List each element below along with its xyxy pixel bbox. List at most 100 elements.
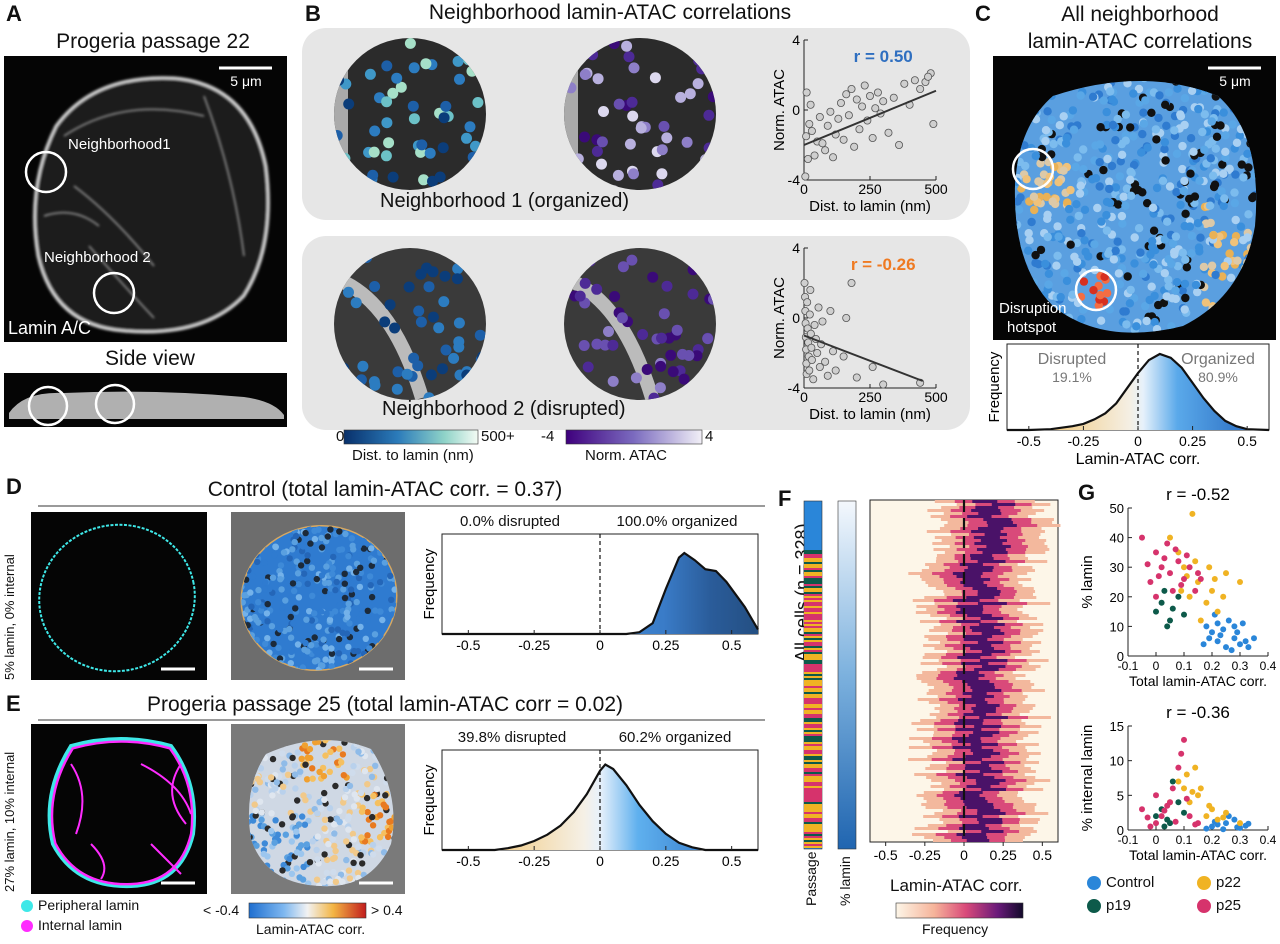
texture-dot (1052, 261, 1061, 270)
texture-dot (1025, 236, 1034, 245)
texture-dot (328, 650, 336, 657)
texture-dot (1027, 288, 1036, 298)
texture-dot (1219, 201, 1228, 211)
texture-dot (303, 616, 310, 623)
texture-dot (652, 179, 664, 190)
texture-dot (375, 845, 383, 852)
neighborhood2-circle (92, 271, 136, 315)
texture-dot (343, 609, 350, 616)
texture-dot (356, 551, 364, 558)
y-tick-label: 50 (1110, 501, 1124, 516)
passage-strip-band (804, 718, 822, 720)
texture-dot (1162, 121, 1171, 130)
heatmap-row-band (963, 638, 988, 641)
passage-strip-band (804, 644, 822, 646)
texture-dot (1096, 291, 1105, 300)
texture-dot (1042, 192, 1051, 202)
texture-dot (1119, 307, 1128, 316)
texture-dot (1036, 86, 1046, 95)
texture-dot (396, 780, 402, 786)
passage-strip-band (804, 668, 822, 670)
texture-dot (325, 840, 332, 848)
texture-dot (368, 773, 376, 780)
texture-dot (248, 755, 250, 763)
scatter-point-p25 (1172, 546, 1179, 553)
texture-dot (315, 623, 322, 630)
texture-dot (1151, 125, 1161, 134)
texture-dot (1122, 320, 1131, 329)
texture-dot (257, 526, 264, 533)
heatmap-row-band (975, 506, 999, 509)
texture-dot (1178, 286, 1187, 295)
passage-strip-band (804, 608, 822, 610)
heatmap-row-band (971, 530, 1001, 533)
progeria-corr-image (231, 724, 405, 894)
texture-dot (1136, 248, 1145, 257)
texture-dot (467, 255, 479, 267)
heatmap-row-band (974, 725, 1002, 728)
texture-dot (370, 747, 377, 754)
scatter-point (806, 100, 815, 109)
texture-dot (1108, 95, 1117, 104)
passage-strip-band (804, 808, 822, 810)
texture-dot (358, 808, 366, 815)
texture-dot (389, 849, 394, 856)
heatmap-row-band (979, 623, 1005, 626)
texture-dot (250, 762, 257, 770)
x-tick-label: -0.1 (1118, 833, 1139, 847)
heatmap-row-band (951, 737, 981, 740)
texture-dot (1097, 217, 1106, 226)
x-axis-label: Lamin-ATAC corr. (1076, 451, 1201, 468)
texture-dot (1181, 293, 1190, 303)
texture-dot (1025, 92, 1034, 101)
texture-dot (656, 168, 668, 180)
panel-f-letter: F (778, 486, 792, 511)
texture-dot (1073, 323, 1083, 332)
texture-dot (295, 594, 303, 601)
texture-dot (671, 324, 683, 336)
texture-dot (1249, 192, 1257, 201)
heatmap-row-band (956, 620, 981, 623)
texture-dot (1095, 158, 1104, 167)
texture-dot (1060, 269, 1069, 278)
scatter-point-control (1214, 638, 1221, 645)
x-tick-label: 0.5 (1033, 847, 1053, 863)
texture-dot (241, 760, 247, 766)
texture-dot (1160, 235, 1170, 244)
scatter-point (810, 151, 819, 160)
scatter-point-control (1209, 629, 1215, 636)
texture-dot (1017, 267, 1027, 276)
texture-dot (392, 528, 399, 535)
texture-dot (321, 796, 328, 803)
lamin-strip (837, 500, 857, 850)
passage-strip-band (804, 636, 822, 638)
texture-dot (1005, 182, 1013, 190)
texture-dot (295, 821, 303, 828)
scatter-point-p22 (1175, 778, 1182, 785)
scatter-point-p19 (1169, 605, 1176, 612)
texture-dot (284, 771, 292, 778)
texture-dot (608, 38, 620, 50)
texture-dot (377, 645, 385, 652)
passage-strip-band (804, 676, 822, 678)
texture-dot (334, 130, 343, 141)
texture-dot (268, 744, 275, 751)
texture-dot (1250, 171, 1257, 180)
heatmap-row-band (973, 731, 1000, 734)
heatmap-row-band (977, 809, 1001, 812)
scatter-point-p22 (1181, 564, 1187, 571)
texture-dot (1076, 91, 1085, 100)
texture-dot (612, 169, 624, 181)
texture-dot (294, 797, 301, 804)
passage-strip-band (804, 574, 822, 576)
texture-dot (255, 535, 262, 542)
texture-dot (305, 518, 312, 526)
scatter-point-p22 (1192, 764, 1199, 771)
texture-dot (579, 69, 591, 80)
texture-dot (1205, 201, 1215, 210)
texture-dot (1123, 81, 1132, 88)
panel-e-rule (38, 719, 765, 721)
texture-dot (1068, 290, 1077, 299)
passage-strip-band (804, 650, 822, 652)
texture-dot (304, 648, 311, 655)
